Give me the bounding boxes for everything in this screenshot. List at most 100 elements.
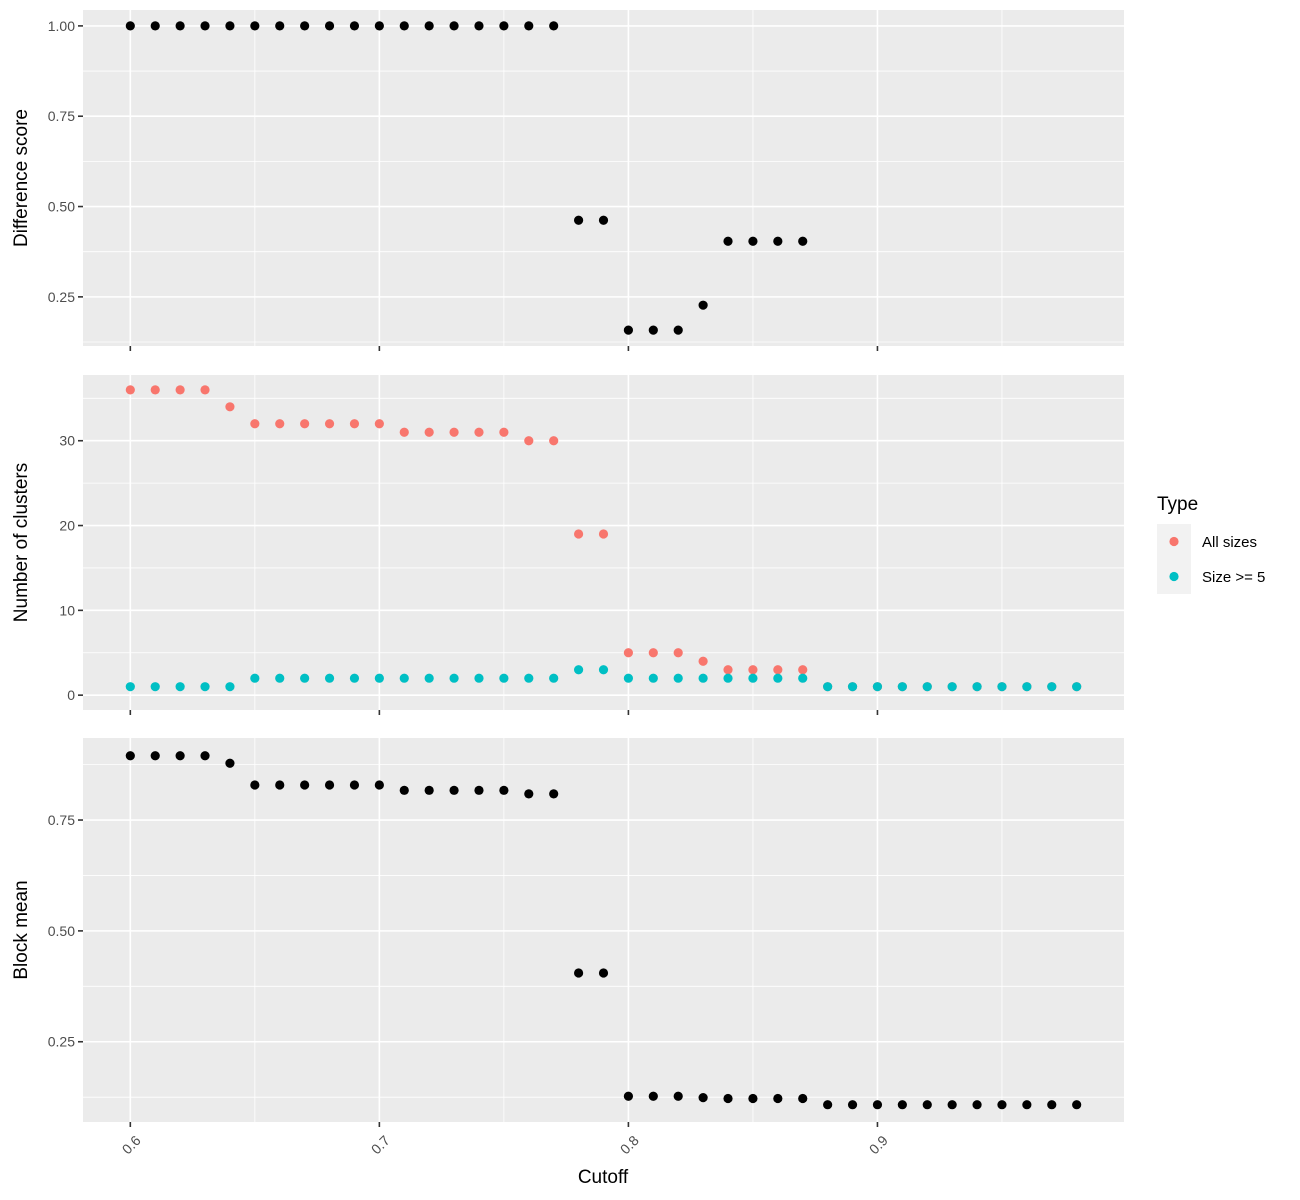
x-tick-label: 0.7 bbox=[368, 1132, 393, 1157]
data-point bbox=[723, 665, 733, 675]
data-point bbox=[175, 751, 185, 761]
series-1 bbox=[125, 751, 1082, 1110]
data-point bbox=[125, 385, 135, 395]
data-point bbox=[798, 236, 808, 246]
data-point bbox=[200, 751, 210, 761]
panel-background bbox=[83, 375, 1124, 710]
data-point bbox=[773, 236, 783, 246]
data-point bbox=[150, 385, 160, 395]
data-point bbox=[549, 673, 559, 683]
legend-label: Size >= 5 bbox=[1202, 569, 1265, 586]
data-point bbox=[424, 785, 434, 795]
y-tick-label: 0.25 bbox=[48, 289, 75, 305]
series-2 bbox=[125, 665, 1082, 692]
data-point bbox=[648, 1091, 658, 1101]
data-point bbox=[549, 21, 559, 31]
data-point bbox=[499, 427, 509, 437]
data-point bbox=[474, 785, 484, 795]
data-point bbox=[200, 682, 210, 692]
data-point bbox=[399, 21, 409, 31]
data-point bbox=[798, 1093, 808, 1104]
data-point bbox=[922, 1100, 932, 1110]
data-point bbox=[449, 785, 459, 795]
legend-label: All sizes bbox=[1202, 534, 1257, 551]
data-point bbox=[872, 682, 883, 692]
data-point bbox=[1022, 1100, 1032, 1110]
data-point bbox=[424, 21, 434, 31]
data-point bbox=[374, 419, 384, 429]
data-point bbox=[748, 236, 758, 246]
data-point bbox=[723, 1093, 733, 1104]
data-point bbox=[374, 21, 384, 31]
data-point bbox=[150, 751, 160, 761]
data-point bbox=[275, 780, 285, 790]
data-point bbox=[698, 673, 708, 683]
data-point bbox=[474, 21, 484, 31]
data-point bbox=[598, 529, 609, 539]
data-point bbox=[374, 673, 384, 683]
y-tick-label: 0.50 bbox=[48, 923, 75, 939]
data-point bbox=[1072, 1100, 1082, 1110]
data-point bbox=[349, 419, 360, 429]
data-point bbox=[623, 673, 634, 683]
data-point bbox=[947, 682, 957, 692]
data-point bbox=[823, 682, 833, 692]
data-point bbox=[324, 673, 335, 683]
x-tick-label: 0.8 bbox=[617, 1132, 642, 1157]
data-point bbox=[424, 673, 434, 683]
data-point bbox=[1047, 1100, 1057, 1110]
data-point bbox=[275, 673, 285, 683]
panel-3: 0.25 0.50 0.75 0.6 0.7 0.8 0.9 Block mean bbox=[11, 738, 1124, 1157]
data-point bbox=[648, 325, 658, 335]
data-point bbox=[549, 436, 559, 446]
panel-2: 0 10 20 30 Number of clusters bbox=[11, 375, 1124, 715]
y-tick-label: 0.75 bbox=[48, 812, 75, 828]
data-point bbox=[324, 21, 335, 31]
data-point bbox=[648, 648, 658, 658]
data-point bbox=[225, 21, 235, 31]
data-point bbox=[449, 427, 459, 437]
y-axis-title: Difference score bbox=[11, 109, 32, 247]
panel-background bbox=[83, 738, 1124, 1122]
legend: Type All sizes Size >= 5 bbox=[1157, 494, 1265, 594]
data-point bbox=[823, 1100, 833, 1110]
data-point bbox=[175, 385, 185, 395]
data-point bbox=[623, 325, 634, 335]
x-tick-label: 0.6 bbox=[119, 1132, 144, 1157]
data-point bbox=[200, 385, 210, 395]
data-point bbox=[300, 780, 310, 790]
data-point bbox=[499, 785, 509, 795]
data-point bbox=[399, 427, 409, 437]
data-point bbox=[598, 215, 609, 225]
panels-layer: 0.25 0.50 0.75 1.00 Difference score 0 10 20 30 N… bbox=[11, 10, 1124, 1157]
data-point bbox=[798, 665, 808, 675]
data-point bbox=[349, 673, 360, 683]
data-point bbox=[524, 789, 534, 799]
data-point bbox=[524, 673, 534, 683]
data-point bbox=[549, 789, 559, 799]
data-point bbox=[1072, 682, 1082, 692]
data-point bbox=[723, 673, 733, 683]
data-point bbox=[623, 648, 634, 658]
data-point bbox=[275, 419, 285, 429]
y-tick-label: 30 bbox=[59, 433, 75, 449]
data-point bbox=[474, 673, 484, 683]
data-point bbox=[125, 21, 135, 31]
data-point bbox=[349, 21, 360, 31]
data-point bbox=[972, 682, 982, 692]
data-point bbox=[648, 673, 658, 683]
legend-entries: All sizes Size >= 5 bbox=[1157, 524, 1265, 594]
legend-entry: All sizes bbox=[1157, 524, 1257, 559]
data-point bbox=[922, 682, 932, 692]
legend-marker bbox=[1169, 571, 1179, 582]
y-tick-label: 10 bbox=[59, 602, 75, 618]
data-point bbox=[449, 21, 459, 31]
data-point bbox=[673, 1091, 683, 1101]
y-tick-label: 20 bbox=[59, 518, 75, 534]
data-point bbox=[499, 21, 509, 31]
panel-1: 0.25 0.50 0.75 1.00 Difference score bbox=[11, 10, 1124, 351]
data-point bbox=[250, 780, 260, 790]
data-point bbox=[847, 682, 858, 692]
data-point bbox=[897, 1100, 907, 1110]
